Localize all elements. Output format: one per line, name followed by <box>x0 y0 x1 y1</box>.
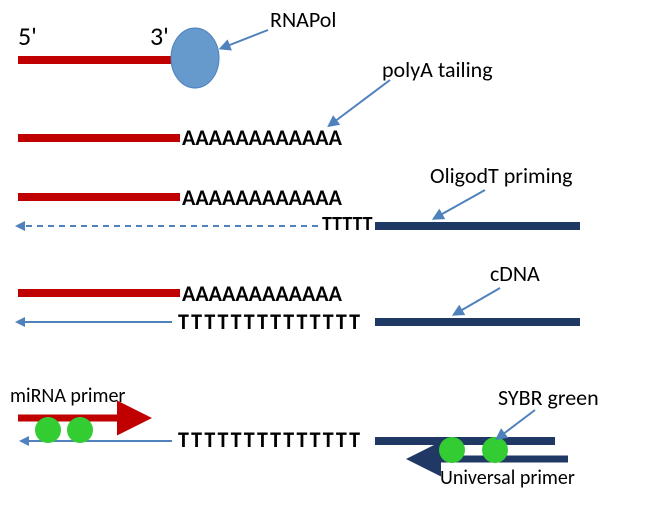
label-3prime: 3' <box>150 20 169 52</box>
arrow-to-rnapol <box>222 30 268 48</box>
sybr-dot <box>439 437 465 463</box>
label-cdna: cDNA <box>490 260 540 287</box>
arrow-to-sybr <box>498 410 535 438</box>
arrow-to-oligodt <box>435 190 485 218</box>
label-5prime: 5' <box>18 20 37 52</box>
sybr-dot <box>35 417 61 443</box>
seq-polya-row3: AAAAAAAAAAAA <box>182 184 342 211</box>
seq-ttttt-row3: TTTTT <box>322 212 373 236</box>
label-sybr: SYBR green <box>498 384 599 411</box>
rnapol-oval <box>171 28 219 88</box>
seq-polya-row4: AAAAAAAAAAAA <box>182 280 342 307</box>
sybr-dot <box>67 417 93 443</box>
label-rnapol: RNAPol <box>270 6 336 33</box>
arrow-to-cdna <box>455 288 500 314</box>
label-universal-primer: Universal primer <box>440 466 575 490</box>
seq-polya-row2: AAAAAAAAAAAA <box>182 124 342 151</box>
seq-ttt14-row5: TTTTTTTTTTTTTT <box>178 426 362 453</box>
label-polya-tailing: polyA tailing <box>382 56 493 83</box>
seq-ttt14-row4: TTTTTTTTTTTTTT <box>178 308 362 335</box>
label-oligodt: OligodT priming <box>430 162 573 189</box>
arrow-to-polya <box>330 80 390 125</box>
sybr-dot <box>482 437 508 463</box>
label-mirna-primer: miRNA primer <box>10 384 125 408</box>
